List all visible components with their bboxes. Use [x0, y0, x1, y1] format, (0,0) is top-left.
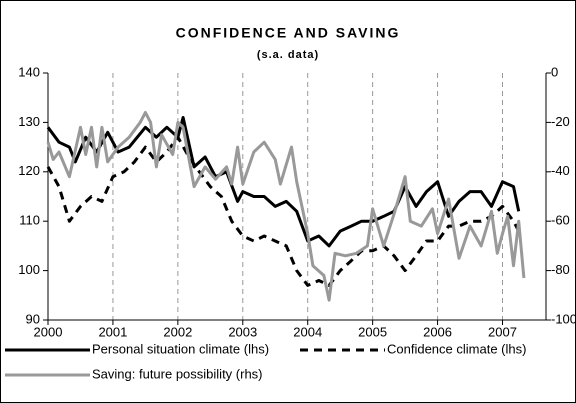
chart-subtitle: (s.a. data)	[257, 49, 319, 61]
y2-tick-label: -20	[551, 114, 570, 129]
x-tick-label: 2001	[98, 324, 127, 339]
chart-title: CONFIDENCE AND SAVING	[176, 25, 401, 41]
y2-tick-label: 0	[551, 64, 558, 79]
series-line	[46, 135, 521, 287]
x-tick-label: 2005	[358, 324, 387, 339]
y-tick-label: 130	[18, 114, 40, 129]
x-tick-label: 2007	[488, 324, 517, 339]
legend-label: Confidence climate (lhs)	[387, 341, 526, 356]
series-line	[46, 111, 526, 302]
x-tick-label: 2003	[228, 324, 257, 339]
x-tick-label: 2002	[163, 324, 192, 339]
y2-tick-label: -60	[551, 213, 570, 228]
x-tick-label: 2006	[423, 324, 452, 339]
legend-label: Personal situation climate (lhs)	[92, 341, 269, 356]
y2-tick-label: -80	[551, 262, 570, 277]
y-tick-label: 140	[18, 64, 40, 79]
x-tick-label: 2000	[34, 324, 63, 339]
legend-label: Saving: future possibility (rhs)	[92, 366, 263, 381]
y-tick-label: 110	[19, 213, 40, 228]
y-tick-label: 120	[18, 163, 40, 178]
y2-tick-label: -40	[551, 163, 570, 178]
x-tick-label: 2004	[293, 324, 322, 339]
y-tick-label: 90	[26, 311, 40, 326]
y2-tick-label: -100	[551, 311, 576, 326]
y-tick-label: 100	[18, 262, 40, 277]
series-line	[46, 116, 521, 248]
